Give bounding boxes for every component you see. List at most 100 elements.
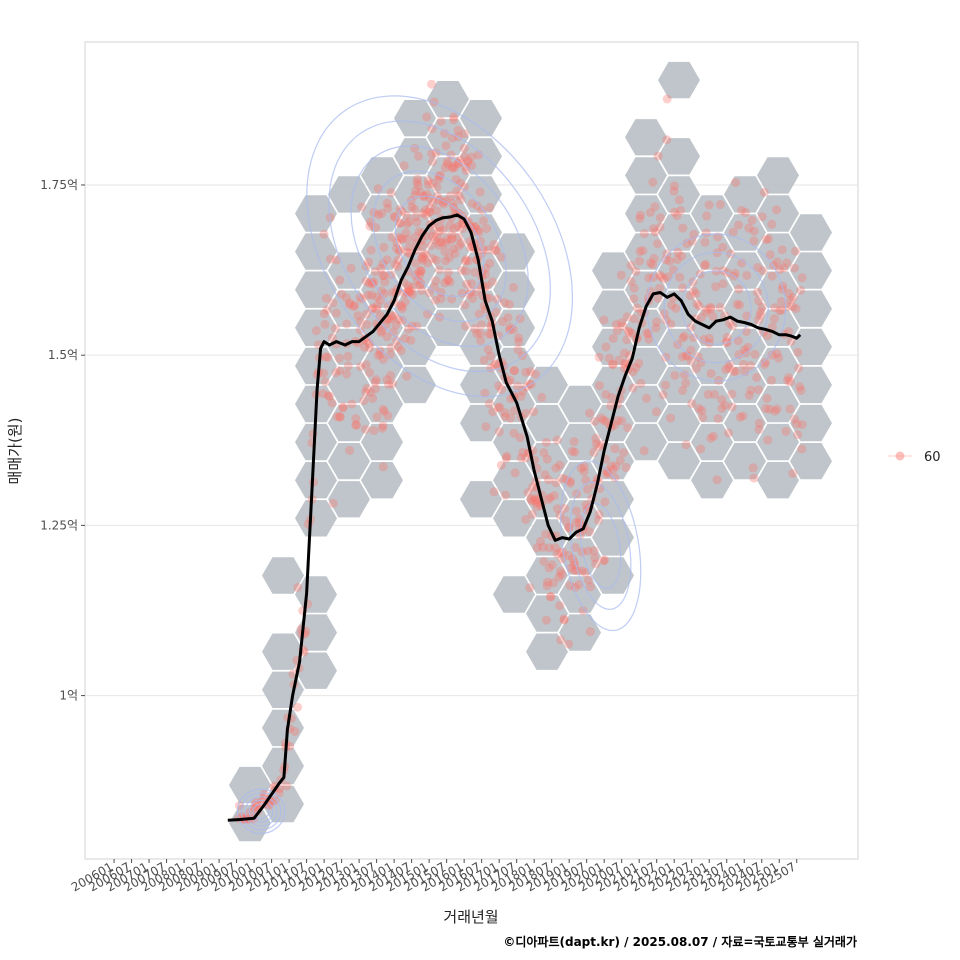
data-point [545, 493, 555, 502]
data-point [536, 536, 545, 546]
data-point [509, 366, 519, 376]
data-point [788, 293, 798, 302]
data-point [655, 270, 665, 280]
data-point [338, 402, 348, 412]
data-point [494, 381, 504, 391]
data-point [784, 288, 794, 298]
hexbin-cell [724, 443, 766, 480]
data-point [549, 491, 559, 501]
hexbin-cell [724, 328, 766, 365]
data-point [580, 568, 590, 577]
hexbin-cell [691, 233, 733, 270]
data-point [639, 446, 649, 456]
data-point [472, 201, 482, 211]
hexbin-cell [658, 328, 700, 365]
data-point [467, 198, 477, 208]
data-point [501, 453, 511, 463]
data-point [443, 159, 453, 169]
data-point [645, 208, 655, 217]
data-point [749, 236, 759, 246]
data-point [662, 249, 672, 259]
data-point [440, 247, 450, 256]
data-point [608, 360, 618, 370]
data-point [646, 258, 655, 268]
data-point [472, 329, 482, 339]
data-point [404, 281, 413, 291]
data-point [717, 395, 727, 405]
data-point [436, 294, 446, 304]
data-point [677, 251, 687, 261]
hexbin-cell [625, 157, 667, 194]
data-point [560, 504, 569, 513]
hexbin-cell [427, 271, 469, 308]
hexbin-cell [526, 404, 568, 442]
data-point [564, 551, 574, 560]
data-point [529, 495, 539, 505]
data-point [397, 316, 407, 325]
data-point [631, 266, 641, 276]
hexbin-cell [625, 347, 667, 385]
data-point [711, 282, 721, 292]
data-point [331, 368, 341, 378]
data-point [544, 563, 554, 573]
data-point [461, 321, 470, 331]
data-point [453, 221, 463, 231]
hexbin-cell [394, 100, 436, 137]
data-point [342, 319, 352, 329]
data-point [724, 363, 734, 373]
data-point [734, 284, 744, 294]
data-point [461, 266, 471, 276]
data-point [547, 560, 557, 570]
data-point [577, 547, 587, 557]
data-point [636, 378, 646, 388]
data-point [532, 543, 542, 553]
data-point [648, 224, 658, 234]
data-point [775, 306, 785, 316]
data-point [594, 442, 604, 452]
data-point [761, 404, 771, 413]
data-point [335, 275, 345, 285]
data-point [367, 290, 377, 300]
data-point [583, 546, 593, 556]
hexbin-cell [328, 328, 370, 365]
data-point [326, 254, 335, 264]
data-point [516, 453, 526, 463]
hexbin-cell [757, 385, 799, 423]
data-point [710, 389, 719, 399]
data-point [542, 454, 552, 464]
data-point [526, 367, 535, 376]
data-point [397, 301, 407, 311]
data-point [644, 334, 654, 344]
hexbin-cell [592, 557, 634, 594]
data-point [579, 467, 589, 477]
hexbin-cell [658, 252, 700, 289]
data-point [601, 389, 611, 399]
data-point [564, 639, 574, 649]
data-point [366, 245, 376, 255]
data-point [538, 542, 548, 552]
data-point [718, 266, 728, 275]
data-point [767, 350, 777, 360]
data-point [331, 308, 341, 318]
hexbin-cell [361, 233, 403, 270]
data-point [591, 433, 601, 443]
data-point [371, 267, 380, 277]
data-point [393, 255, 403, 265]
data-point [400, 334, 410, 343]
data-point [431, 276, 441, 286]
data-point [589, 546, 599, 556]
data-point [725, 249, 735, 259]
data-point [427, 79, 437, 89]
data-point [453, 232, 463, 242]
hexbin-cell [757, 423, 799, 461]
data-point [767, 219, 777, 229]
data-point [361, 276, 371, 286]
data-point [334, 353, 344, 363]
data-point [608, 464, 618, 474]
data-point [321, 352, 331, 362]
data-point [489, 487, 499, 497]
hexbin-cell [592, 328, 634, 365]
hexbin-cell [625, 385, 667, 423]
hexbin-cell [757, 157, 799, 194]
data-point [357, 202, 367, 212]
